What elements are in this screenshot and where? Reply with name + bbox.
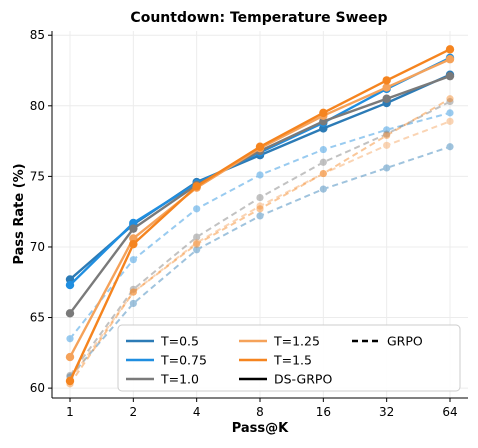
data-point [383,164,391,172]
x-tick-label: 2 [130,405,138,419]
series-line [69,100,451,377]
series-line [69,111,451,340]
series-line [69,145,451,378]
data-point [129,299,137,308]
series-T=0.5-GRPO [66,143,454,381]
x-tick-label: 8 [256,405,264,419]
data-point [256,212,264,220]
x-tick-label: 16 [316,405,331,419]
data-point [256,193,264,202]
y-tick-label: 80 [30,99,45,113]
data-point [193,205,201,213]
legend-label: T=0.75 [160,353,207,368]
data-point [446,117,454,125]
data-point [255,142,265,151]
y-tick-label: 70 [30,240,45,254]
data-point [129,239,138,249]
data-point [382,83,391,92]
series-T=1.5-DS-GRPO [65,45,455,386]
legend-label: T=1.0 [160,372,199,387]
x-tick-label: 1 [66,405,74,419]
data-point [319,169,327,178]
series-T=0.75-GRPO [66,109,454,343]
data-point [446,97,454,106]
data-point [446,95,454,103]
y-tick-label: 85 [30,28,45,42]
data-point [445,55,455,64]
y-tick-label: 75 [30,169,45,183]
series-lines [65,45,455,388]
data-point [192,182,201,191]
data-point [256,205,264,213]
data-point [382,76,391,85]
legend-label: T=0.5 [160,334,199,349]
data-point [66,335,74,343]
data-point [193,240,201,248]
data-point [383,130,391,138]
x-tick-label: 32 [379,405,394,419]
y-tick-label: 65 [30,311,45,325]
data-point [319,169,327,178]
legend-label: T=1.25 [273,334,320,349]
data-point [65,376,75,386]
data-point [65,352,75,362]
y-ticks: 60 65 70 75 80 85 [30,28,52,395]
data-point [319,108,328,118]
data-point [129,256,137,264]
legend-label: DS-GRPO [274,372,332,387]
x-tick-label: 64 [442,405,457,419]
data-point [193,233,201,241]
series-line [69,97,451,385]
data-point [446,143,454,151]
series-T=1.0-GRPO [66,97,454,380]
data-point [446,109,454,117]
legend: T=0.5 T=0.75 T=1.0 T=1.25 T=1.5 DS-GRPO GRPO [117,324,461,392]
data-point [193,246,201,254]
y-axis-label: Pass Rate (%) [12,163,27,264]
data-point [129,288,137,296]
data-point [319,158,327,166]
data-point [319,185,327,193]
data-point [65,309,75,318]
x-ticks: 1 2 4 8 16 32 64 [66,398,458,419]
series-T=1.5-GRPO [66,95,454,388]
legend-label: GRPO [387,334,423,349]
chart-title: Countdown: Temperature Sweep [130,10,387,26]
data-point [383,126,391,134]
x-axis-label: Pass@K [232,421,289,436]
series-line [69,120,451,381]
data-point [65,280,75,290]
data-point [129,285,137,293]
data-point [193,239,201,247]
data-point [382,94,391,103]
data-point [445,45,455,54]
data-point [129,288,137,296]
data-point [383,141,391,149]
data-point [256,171,264,179]
x-tick-label: 4 [193,405,201,419]
y-tick-label: 60 [30,381,45,395]
data-point [319,145,327,154]
data-point [383,131,391,140]
data-point [445,71,455,81]
data-point [256,202,264,210]
legend-label: T=1.5 [273,353,312,368]
data-point [129,224,138,233]
